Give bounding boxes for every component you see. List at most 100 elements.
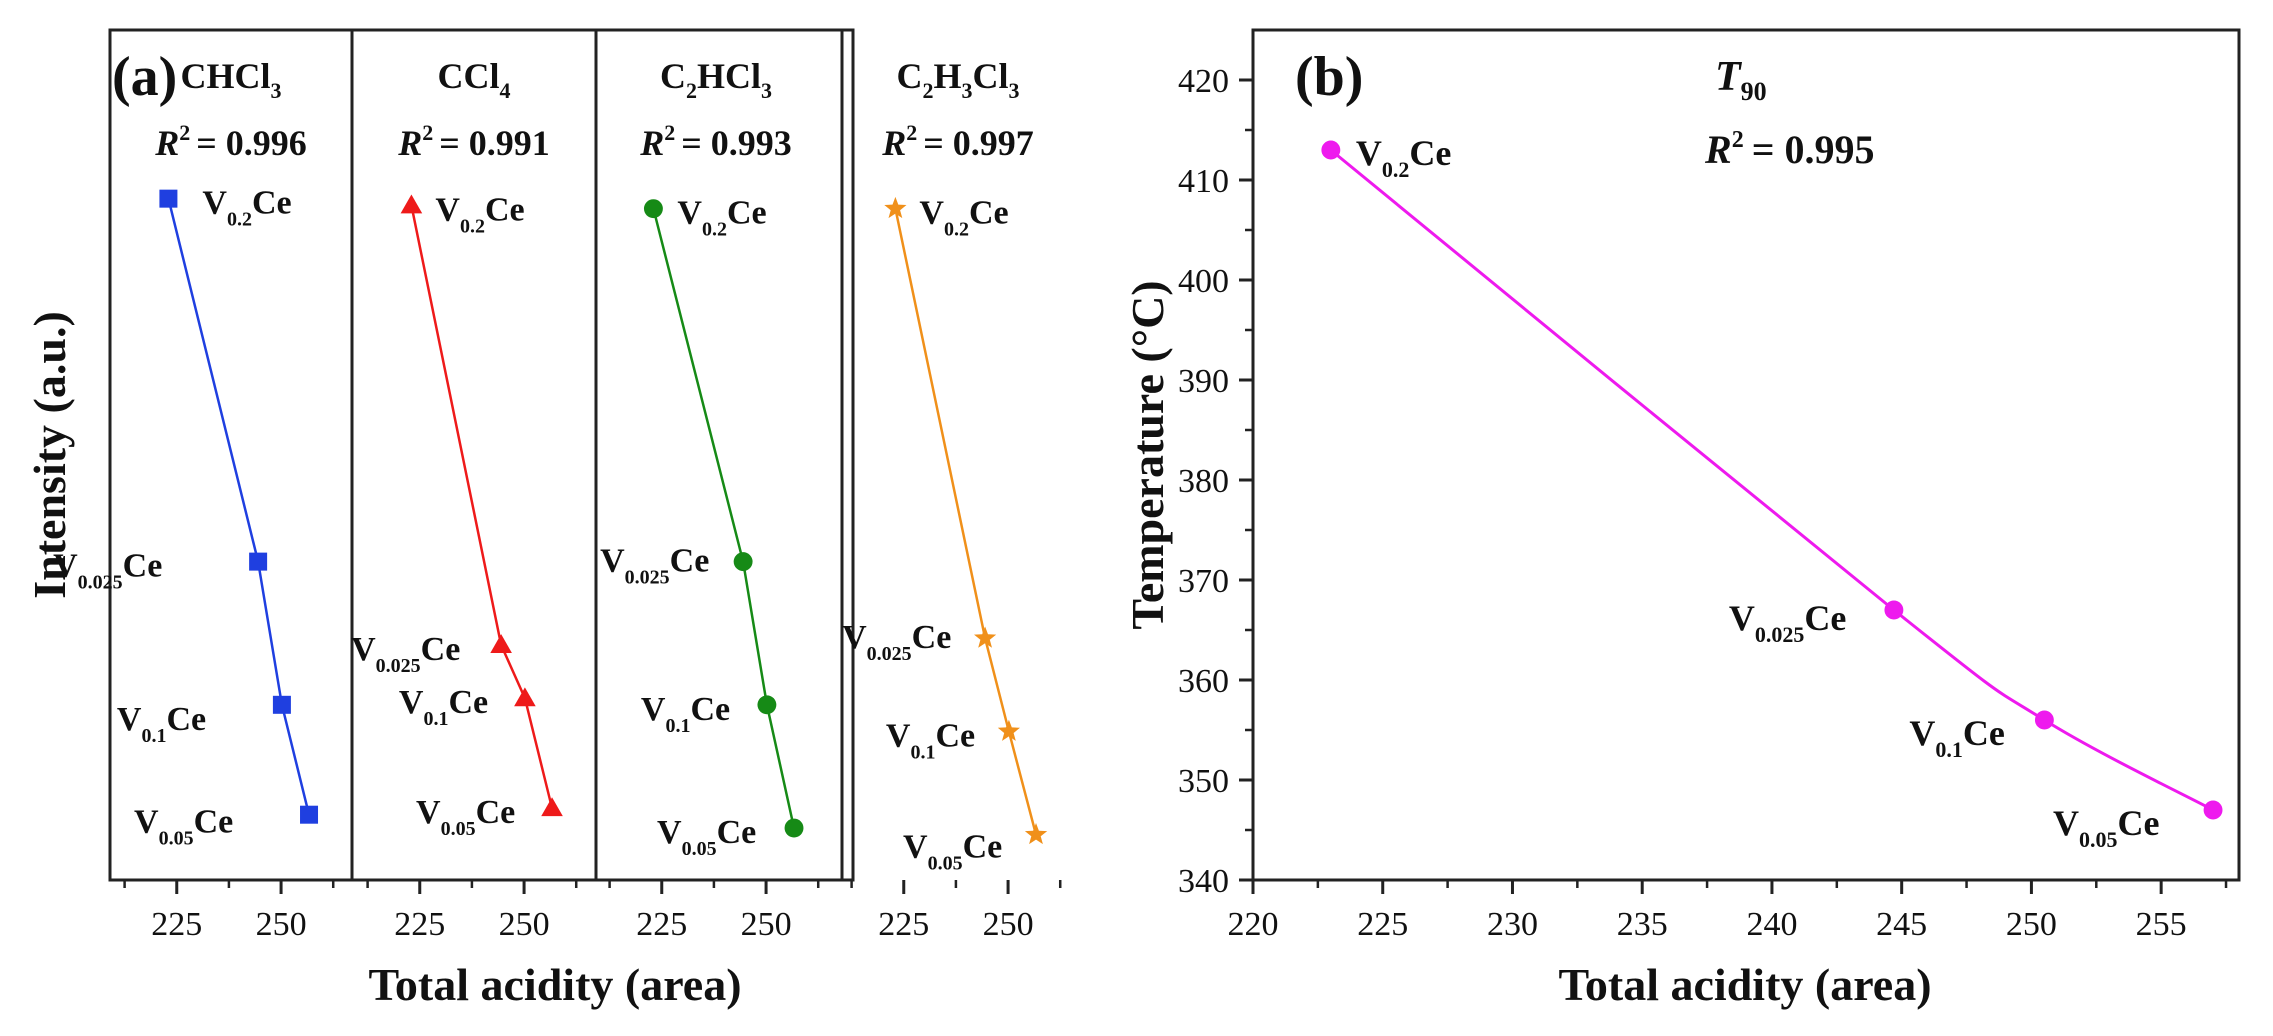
point-label-CCl4-1-v: V	[351, 631, 376, 668]
b-x-tick-label: 250	[2006, 906, 2057, 943]
panel-b-xlabel: Total acidity (area)	[1558, 959, 1931, 1010]
point-label-C2HCl3-2: V0.1Ce	[641, 691, 730, 737]
data-point-CCl4-2	[514, 687, 536, 707]
panel-a-ylabel: Intensity (a.u.)	[24, 311, 75, 599]
point-label-C2H3Cl3-3-v: V	[903, 829, 928, 866]
subplot-title-tail: H	[933, 56, 961, 96]
point-label-CHCl3-1-ce: Ce	[123, 548, 163, 585]
subplot-title-main: C	[660, 56, 686, 96]
subplot-title-sub3: 3	[1009, 78, 1020, 103]
b-point-label-1-v: V	[1729, 598, 1755, 638]
b-data-point-0	[1321, 140, 1341, 160]
b-point-label-1-sub: 0.025	[1755, 622, 1805, 647]
subplot-r2-sup: 2	[179, 120, 190, 145]
point-label-C2HCl3-1-ce: Ce	[670, 543, 710, 580]
subplot-title-main: CCl	[438, 56, 500, 96]
b-x-tick-label: 255	[2136, 906, 2187, 943]
point-label-C2HCl3-1-v: V	[600, 543, 625, 580]
point-label-C2HCl3-0: V0.2Ce	[677, 195, 766, 241]
panel-b-title: T90	[1715, 54, 1767, 106]
x-tick-label: 225	[878, 906, 929, 943]
b-y-tick-label: 350	[1178, 763, 1229, 800]
b-point-label-3-sub: 0.05	[2079, 827, 2118, 852]
point-label-CCl4-0: V0.2Ce	[435, 191, 524, 237]
data-point-CCl4-3	[541, 797, 563, 817]
b-y-tick-label: 400	[1178, 263, 1229, 300]
data-point-C2HCl3-2	[757, 695, 777, 715]
b-x-tick-label: 235	[1617, 906, 1668, 943]
b-data-point-1	[1884, 600, 1904, 620]
point-label-CCl4-2-sub: 0.1	[423, 708, 448, 730]
point-label-CHCl3-0-ce: Ce	[252, 185, 292, 222]
point-label-CHCl3-3-ce: Ce	[194, 804, 234, 841]
panel-b-r2-value: = 0.995	[1752, 127, 1875, 172]
point-label-C2HCl3-2-v: V	[641, 691, 666, 728]
subplot-r2-label: R	[881, 123, 906, 163]
x-tick-label: 250	[741, 906, 792, 943]
data-point-CHCl3-1	[249, 552, 268, 571]
subplot-r2-label: R	[397, 123, 422, 163]
subplot-r2: R2 = 0.991	[397, 120, 550, 163]
point-label-C2HCl3-1: V0.025Ce	[600, 543, 709, 589]
panel-b: 220 225 230 235 240 245 250 255 340 350 360 370 380 3…	[1122, 28, 2241, 1010]
point-label-CHCl3-1-v: V	[53, 548, 78, 585]
data-point-C2H3Cl3-3	[1024, 823, 1048, 845]
panel-b-axes: 220 225 230 235 240 245 250 255 340 350 360 370 380 3…	[1178, 63, 2228, 943]
subplot-r2-label: R	[639, 123, 664, 163]
point-label-C2H3Cl3-3-sub: 0.05	[928, 853, 963, 875]
point-label-C2H3Cl3-3: V0.05Ce	[903, 829, 1002, 875]
subplot-r2-label: R	[154, 123, 179, 163]
b-x-tick-label: 225	[1357, 906, 1408, 943]
data-point-C2HCl3-3	[784, 818, 804, 838]
b-data-point-3	[2203, 800, 2223, 820]
data-point-CHCl3-2	[272, 695, 291, 714]
subplot-title-tail2: Cl	[973, 56, 1009, 96]
point-label-CHCl3-2: V0.1Ce	[117, 701, 206, 747]
subplot-r2-value: = 0.997	[923, 123, 1034, 163]
data-point-CCl4-0	[400, 194, 423, 214]
b-x-tick-label: 245	[1876, 906, 1927, 943]
panel-b-ylabel: Temperature (°C)	[1122, 280, 1173, 629]
subplot-r2-value: = 0.996	[196, 123, 307, 163]
subplot-title: CHCl3	[181, 56, 282, 103]
point-label-C2H3Cl3-0-v: V	[919, 195, 944, 232]
point-label-C2HCl3-0-v: V	[677, 195, 702, 232]
point-label-CCl4-0-sub: 0.2	[460, 215, 485, 237]
point-label-CHCl3-3-sub: 0.05	[159, 828, 194, 850]
panel-a-xlabel: Total acidity (area)	[368, 959, 741, 1010]
b-point-label-3-v: V	[2053, 803, 2079, 843]
b-point-label-2-ce: Ce	[1963, 713, 2005, 753]
series-line-C2H3Cl3	[894, 208, 1038, 836]
subplot-title-main: CHCl	[181, 56, 271, 96]
point-label-C2H3Cl3-1-v: V	[842, 619, 867, 656]
b-point-label-0-v: V	[1356, 133, 1382, 173]
panel-b-frame	[1251, 28, 2241, 882]
point-label-C2H3Cl3-2: V0.1Ce	[886, 717, 975, 763]
point-label-C2HCl3-0-sub: 0.2	[702, 219, 727, 241]
point-label-CCl4-2-v: V	[399, 684, 424, 721]
b-y-tick-label: 390	[1178, 363, 1229, 400]
point-label-C2HCl3-3-ce: Ce	[717, 814, 757, 851]
point-label-CHCl3-1: V0.025Ce	[53, 548, 162, 594]
point-label-CHCl3-1-sub: 0.025	[78, 572, 123, 594]
point-label-C2H3Cl3-0: V0.2Ce	[919, 195, 1008, 241]
b-point-label-0-sub: 0.2	[1382, 157, 1410, 182]
point-label-CCl4-3-ce: Ce	[476, 794, 516, 831]
data-point-C2HCl3-0	[643, 199, 663, 219]
subplot-r2-sup: 2	[422, 120, 433, 145]
data-point-CHCl3-3	[300, 805, 319, 824]
b-point-label-2-v: V	[1909, 713, 1935, 753]
panel-a-frame	[108, 28, 855, 882]
series-line-CCl4	[410, 205, 554, 809]
point-label-CHCl3-3-v: V	[134, 804, 159, 841]
subplot-r2: R2 = 0.993	[639, 120, 792, 163]
point-label-C2H3Cl3-1-sub: 0.025	[867, 643, 912, 665]
b-point-label-0: V0.2Ce	[1356, 133, 1451, 182]
point-label-C2HCl3-2-ce: Ce	[690, 691, 730, 728]
point-label-C2HCl3-3-sub: 0.05	[682, 838, 717, 860]
b-point-label-3-ce: Ce	[2118, 803, 2160, 843]
